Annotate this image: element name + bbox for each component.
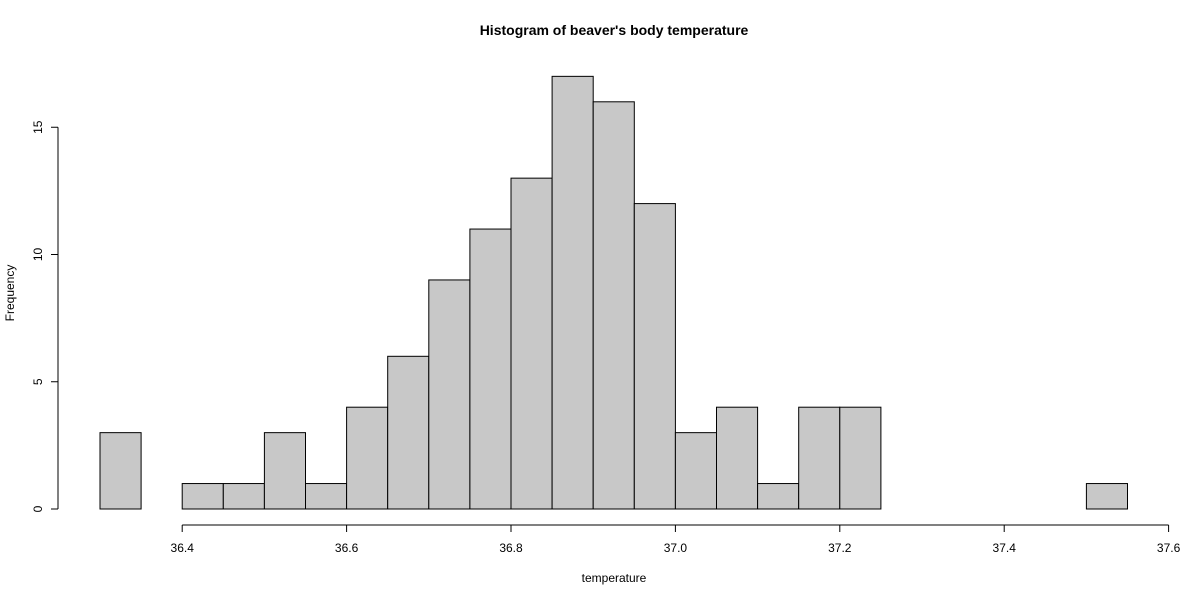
y-tick-label: 15 [31, 120, 45, 134]
histogram-bar [716, 406, 759, 510]
x-tick-label: 36.8 [499, 541, 523, 555]
bars-group [99, 75, 1129, 510]
x-tick-label: 37.4 [993, 541, 1017, 555]
histogram-bar [428, 279, 471, 510]
histogram-bar [839, 406, 882, 510]
x-axis: 36.4 36.6 36.8 37.0 37.2 37.4 37.6 [171, 524, 1181, 555]
histogram-bar [99, 432, 142, 510]
histogram-bar [222, 483, 265, 510]
y-tick-label: 10 [31, 248, 45, 262]
histogram-bar [674, 432, 718, 510]
histogram-bar [592, 101, 635, 510]
histogram-bar [757, 483, 800, 510]
y-tick-label: 0 [31, 505, 45, 512]
x-tick-label: 37.2 [828, 541, 852, 555]
histogram-bar [798, 406, 841, 510]
histogram-bar [263, 432, 306, 510]
x-tick-label: 36.4 [171, 541, 195, 555]
histogram-bar [469, 228, 512, 510]
x-axis-label: temperature [582, 571, 647, 585]
histogram-bar [305, 483, 348, 510]
y-axis-label: Frequency [3, 265, 17, 322]
x-tick-label: 36.6 [335, 541, 359, 555]
x-tick-label: 37.0 [664, 541, 688, 555]
y-tick-label: 5 [31, 378, 45, 385]
histogram-bar [387, 355, 430, 510]
histogram-bar [633, 203, 676, 510]
histogram-bar [181, 483, 224, 510]
histogram-bar [346, 406, 389, 510]
histogram-bar [551, 75, 594, 510]
histogram-bar [1085, 483, 1129, 510]
x-tick-label: 37.6 [1157, 541, 1181, 555]
y-axis: 0 5 10 15 [31, 120, 59, 512]
histogram-bar [510, 177, 553, 510]
chart-title: Histogram of beaver's body temperature [480, 22, 749, 38]
